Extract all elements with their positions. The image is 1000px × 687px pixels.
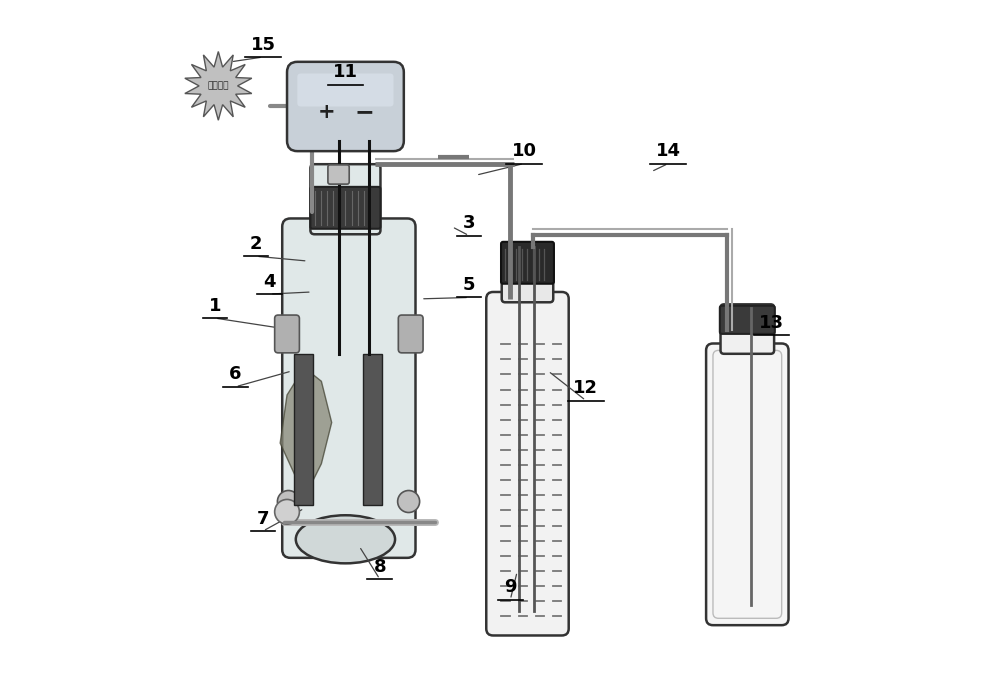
Bar (363, 354, 382, 505)
FancyBboxPatch shape (706, 344, 789, 625)
Text: 10: 10 (512, 142, 537, 160)
FancyBboxPatch shape (310, 187, 380, 229)
FancyBboxPatch shape (282, 218, 415, 558)
Text: 12: 12 (573, 379, 598, 397)
Text: −: − (355, 100, 375, 124)
Text: 11: 11 (333, 63, 358, 81)
FancyBboxPatch shape (720, 306, 775, 334)
Polygon shape (185, 52, 252, 120)
FancyBboxPatch shape (287, 62, 404, 151)
FancyBboxPatch shape (297, 74, 394, 106)
FancyBboxPatch shape (310, 164, 380, 234)
Circle shape (277, 491, 299, 513)
FancyBboxPatch shape (275, 315, 299, 353)
Text: 6: 6 (229, 365, 242, 383)
FancyBboxPatch shape (721, 304, 774, 354)
Text: 3: 3 (463, 214, 475, 232)
Text: 14: 14 (656, 142, 681, 160)
Circle shape (275, 499, 299, 524)
Polygon shape (280, 368, 332, 491)
Text: 13: 13 (759, 314, 784, 332)
Text: 15: 15 (250, 36, 275, 54)
FancyBboxPatch shape (486, 292, 569, 635)
Text: +: + (317, 102, 335, 122)
Text: 9: 9 (504, 578, 517, 596)
Text: 信号分子: 信号分子 (208, 81, 229, 91)
Text: 1: 1 (209, 297, 221, 315)
Ellipse shape (296, 515, 395, 563)
Bar (294, 354, 313, 505)
Text: 5: 5 (463, 276, 475, 294)
FancyBboxPatch shape (328, 165, 349, 184)
FancyBboxPatch shape (501, 242, 554, 284)
Text: 2: 2 (250, 235, 262, 253)
Text: 4: 4 (264, 273, 276, 291)
Text: 7: 7 (257, 510, 269, 528)
FancyBboxPatch shape (398, 315, 423, 353)
Circle shape (398, 491, 420, 513)
Text: 8: 8 (373, 558, 386, 576)
FancyBboxPatch shape (502, 244, 553, 302)
